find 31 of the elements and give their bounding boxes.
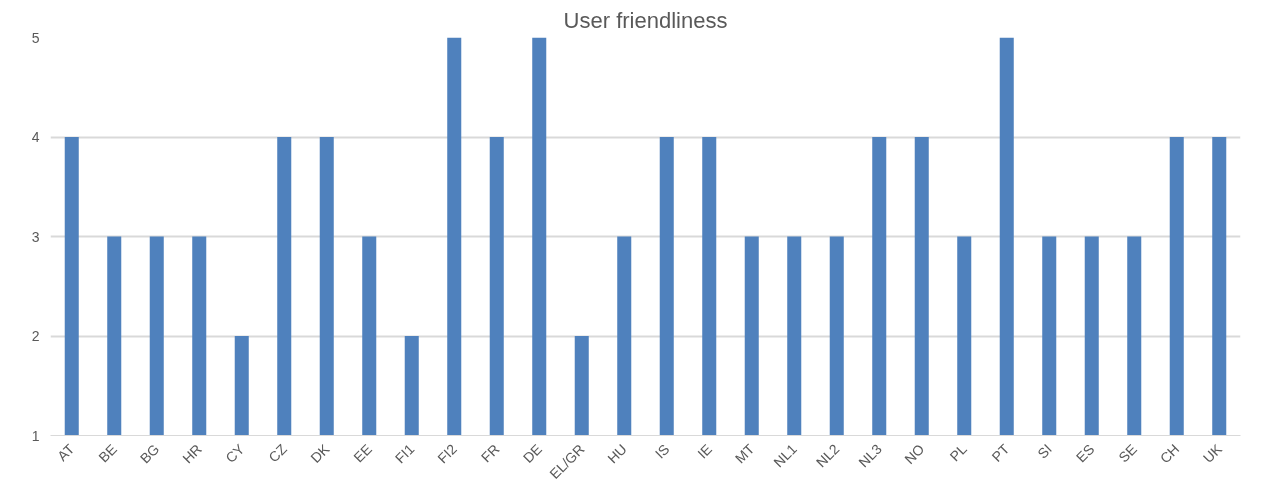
x-tick-label: DK: [307, 440, 333, 466]
y-tick-label: 4: [31, 129, 40, 145]
x-tick-label: FR: [477, 440, 503, 466]
x-tick-label: CZ: [265, 440, 291, 466]
x-tick-label: HU: [604, 440, 630, 467]
x-tick-label: SI: [1034, 440, 1055, 462]
x-tick-label: SE: [1115, 440, 1140, 466]
x-tick-label: PT: [988, 440, 1013, 465]
x-tick-label: NO: [901, 440, 928, 467]
chart-title: User friendliness: [563, 7, 728, 33]
x-tick-label: MT: [731, 440, 758, 467]
x-tick-label: FI2: [434, 440, 461, 467]
y-tick-label: 5: [31, 29, 40, 46]
x-tick-label: FI1: [391, 440, 418, 467]
x-tick-label: EE: [350, 440, 375, 466]
x-tick-label: NL1: [770, 440, 801, 471]
x-tick-label: CH: [1156, 440, 1183, 467]
x-tick-label: BE: [95, 440, 120, 466]
x-tick-label: HR: [179, 440, 205, 467]
y-tick-label: 2: [31, 328, 40, 344]
x-tick-label: ES: [1072, 440, 1098, 466]
x-tick-label: IE: [694, 440, 715, 462]
x-tick-label: DE: [519, 440, 545, 466]
y-tick-label: 1: [31, 427, 40, 444]
x-tick-label: AT: [54, 440, 78, 465]
x-tick-label: CY: [222, 440, 248, 466]
x-tick-label: IS: [651, 440, 673, 462]
x-tick-label: PL: [946, 440, 971, 465]
x-tick-label: BG: [136, 440, 163, 467]
x-tick-label: UK: [1199, 440, 1226, 466]
y-tick-label: 3: [31, 228, 40, 245]
